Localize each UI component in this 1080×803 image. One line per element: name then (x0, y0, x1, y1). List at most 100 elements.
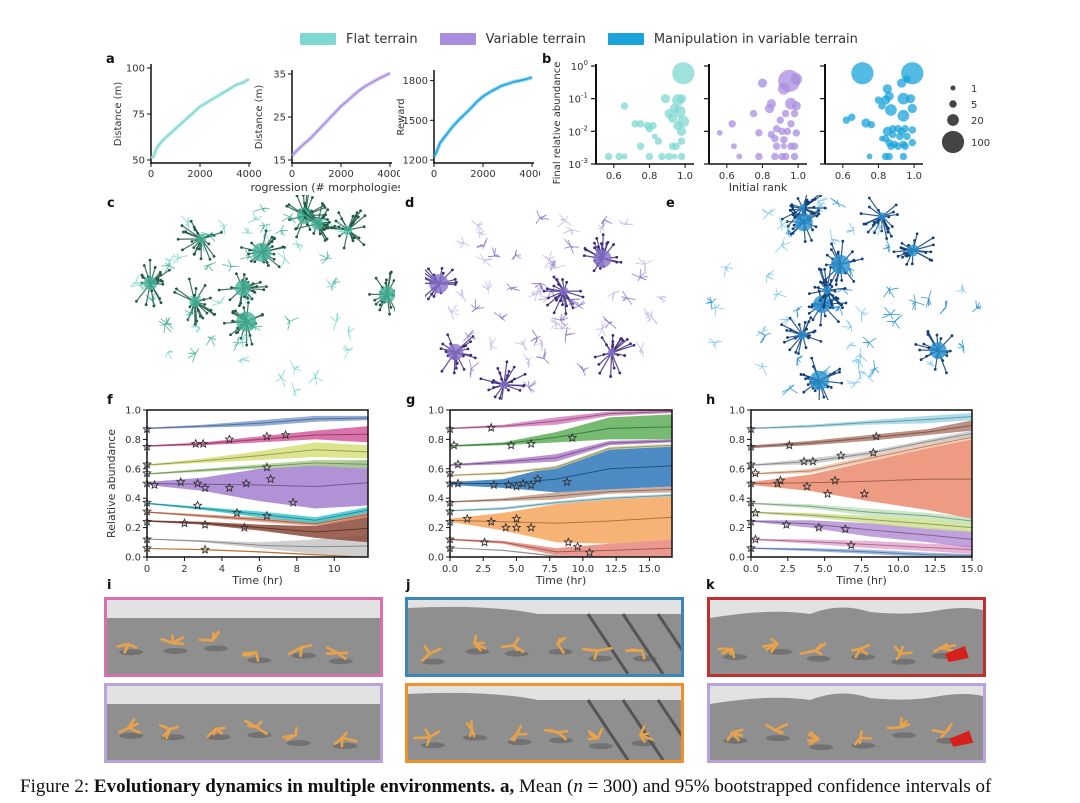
tree-cluster (908, 294, 925, 311)
tree-branch (296, 243, 299, 249)
lineage-line (750, 478, 972, 484)
tree-root-blob (798, 330, 807, 340)
legend-item-manipulation: Manipulation in variable terrain (607, 32, 858, 47)
tree-branch (490, 339, 493, 347)
tree-node (593, 241, 596, 245)
tree-branch (241, 356, 250, 360)
tree-branch (280, 230, 283, 236)
tree-node (444, 350, 448, 354)
tree-node (844, 301, 848, 305)
tree-branch (284, 258, 290, 265)
tree-node (600, 336, 604, 340)
legend-item-flat: Flat terrain (300, 32, 418, 47)
tree-branch (187, 216, 190, 222)
tree-node (579, 289, 582, 293)
tree-branch (501, 313, 508, 319)
tree-node (811, 228, 814, 232)
robot-limb (206, 727, 218, 738)
tree-branch (560, 314, 568, 321)
x-tick-label: 5.0 (509, 564, 525, 575)
star-marker (445, 543, 455, 553)
tree-root-blob (907, 244, 919, 257)
star-marker (746, 543, 756, 553)
robot-limb (858, 643, 871, 651)
tree-branch (878, 221, 881, 227)
tree-branch (879, 222, 884, 228)
tree-node (830, 303, 834, 307)
tree-node (780, 323, 784, 327)
tree-branch (160, 318, 168, 324)
tree-branch (510, 286, 518, 289)
tree-branch (762, 213, 769, 220)
robot-limb (162, 727, 172, 738)
tree-branch (514, 342, 524, 346)
tree-node (918, 348, 922, 352)
tree-branch (725, 262, 732, 268)
tree-branch (603, 219, 613, 225)
tree-branch (209, 234, 217, 238)
robot-limb (425, 736, 432, 747)
tree-cluster (564, 238, 579, 254)
tree-branch (292, 365, 295, 369)
tree-node (507, 388, 510, 392)
tree-cluster (926, 360, 935, 367)
tree-node (374, 302, 378, 306)
tree-branch (796, 309, 799, 318)
robot-shadow (119, 649, 144, 656)
robot-agent (850, 643, 876, 661)
tree-root-blob (446, 343, 464, 361)
tree-branch (347, 325, 351, 332)
tree-branch (637, 257, 646, 265)
tree-branch (275, 377, 282, 382)
tree-branch (164, 317, 171, 326)
star-marker (224, 482, 235, 493)
abundance-band (450, 445, 672, 493)
tree-cluster (831, 306, 843, 316)
tree-cluster (776, 217, 790, 231)
star-marker (142, 534, 152, 544)
robot-limb (423, 644, 431, 655)
star-marker (445, 516, 455, 526)
tree-branch (314, 370, 319, 378)
tree-node (791, 227, 795, 231)
tree-cluster (830, 197, 846, 208)
tree-cluster (564, 326, 576, 343)
tree-cluster (766, 270, 775, 283)
tree-cluster (487, 247, 501, 258)
tree-node (338, 234, 341, 238)
series-line (291, 72, 391, 157)
tree-branch (282, 258, 286, 264)
tree-node (830, 248, 833, 252)
tree-branch (244, 297, 247, 305)
tree-branch (623, 297, 628, 302)
tree-branch (289, 216, 297, 224)
scatter-point (749, 109, 758, 118)
tree-branch (193, 324, 200, 328)
tree-node (441, 342, 445, 346)
tree-branch (631, 273, 641, 278)
tree-cluster (792, 305, 803, 318)
y-tick-label: 1.0 (729, 406, 745, 417)
tree-cluster (655, 295, 667, 304)
tree-branch (565, 330, 568, 336)
robot-shadow (891, 658, 916, 665)
step-edge (621, 613, 665, 674)
tree-cluster (774, 237, 791, 253)
tree-branch (295, 240, 298, 244)
tree-node (841, 239, 845, 243)
star-marker (868, 447, 879, 457)
tree-branch (489, 336, 492, 346)
tree-cluster (720, 262, 734, 277)
tree-branch (493, 311, 502, 319)
x-tick-label: 12.5 (605, 564, 627, 575)
tree-node (593, 246, 596, 250)
tree-branch (282, 249, 286, 259)
tree-cluster (530, 329, 541, 346)
tree-branch (603, 318, 610, 323)
ground (107, 704, 380, 760)
tree-cluster (180, 215, 194, 231)
tree-node (813, 285, 817, 289)
scatter-point (731, 143, 737, 150)
tree-node (948, 349, 952, 353)
tree-branch (886, 286, 890, 290)
